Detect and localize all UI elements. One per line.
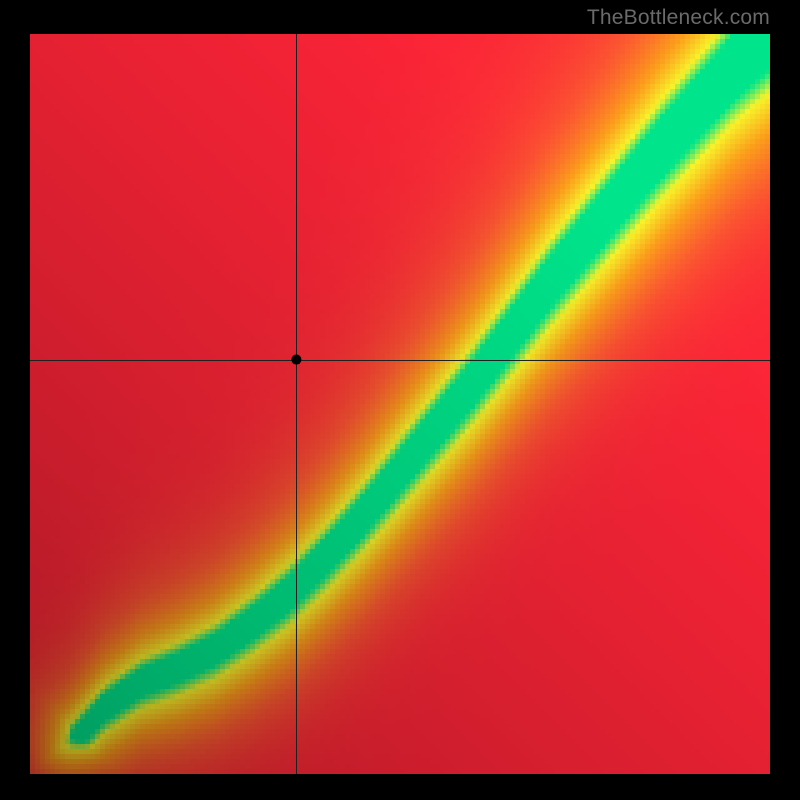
crosshair-overlay <box>30 34 770 774</box>
watermark-text: TheBottleneck.com <box>587 6 770 30</box>
plot-area <box>30 34 770 774</box>
chart-container: TheBottleneck.com <box>0 0 800 800</box>
